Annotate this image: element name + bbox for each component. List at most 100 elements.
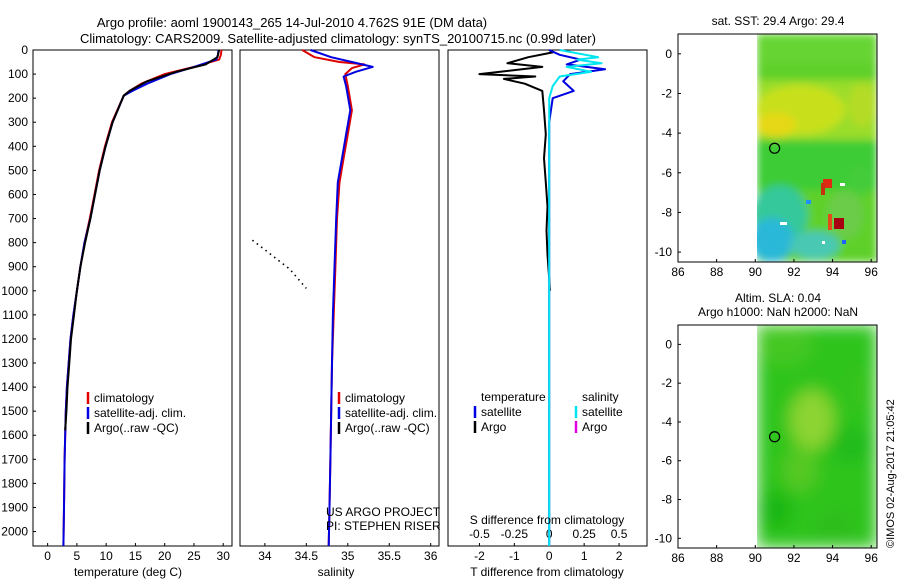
legend-argo: Argo(..raw -QC) bbox=[94, 421, 179, 435]
map-y-tick-label: -2 bbox=[661, 86, 672, 100]
legend-climatology: climatology bbox=[94, 391, 154, 405]
map-y-tick-label: -10 bbox=[655, 531, 673, 545]
legend-salinity-heading: salinity bbox=[582, 390, 619, 404]
project-annotation: US ARGO PROJECT bbox=[326, 505, 441, 519]
map-x-tick-label: 94 bbox=[826, 265, 840, 279]
depth-tick-label: 700 bbox=[8, 212, 28, 226]
sla-map-axes: 86 88 90 92 94 96 0 -2 -4 -6 -8 -10 bbox=[655, 337, 879, 565]
depth-tick-label: 1700 bbox=[1, 452, 28, 466]
legend-s-argo: Argo bbox=[582, 420, 608, 434]
x-tick-label: 36 bbox=[424, 549, 438, 563]
temperature-series bbox=[62, 49, 223, 547]
temperature-panel-frame bbox=[32, 49, 233, 547]
sla-map-float-marker bbox=[769, 431, 781, 443]
map-x-tick-label: 90 bbox=[749, 551, 763, 565]
depth-tick-label: 100 bbox=[8, 67, 28, 81]
difference-series bbox=[478, 49, 607, 546]
map-y-tick-label: -8 bbox=[661, 493, 672, 507]
legend-argo: Argo(..raw -QC) bbox=[345, 421, 430, 435]
sla-map-subtitle: Argo h1000: NaN h2000: NaN bbox=[698, 305, 858, 319]
x-tick-label: 5 bbox=[74, 549, 81, 563]
series-line-sat bbox=[310, 49, 374, 547]
sst-map-axes: 86 88 90 92 94 96 0 -2 -4 -6 -8 -10 bbox=[655, 47, 879, 279]
x-tick-label: 2 bbox=[616, 549, 623, 563]
x-tick-label: 10 bbox=[99, 549, 113, 563]
depth-tick-label: 0 bbox=[21, 43, 28, 57]
map-x-tick-label: 86 bbox=[671, 551, 685, 565]
x2-tick-label: -0.5 bbox=[469, 527, 490, 541]
temperature-xlabel: temperature (deg C) bbox=[74, 565, 182, 579]
x2-tick-label: -0.25 bbox=[501, 527, 529, 541]
salinity-x-axis: 34 34.5 35 35.5 36 bbox=[258, 543, 438, 563]
temperature-legend: climatology satellite-adj. clim. Argo(..… bbox=[86, 391, 186, 435]
sla-map-frame bbox=[677, 324, 878, 549]
depth-tick-label: 600 bbox=[8, 187, 28, 201]
depth-tick-label: 1500 bbox=[1, 404, 28, 418]
x2-tick-label: 0.25 bbox=[572, 527, 596, 541]
map-y-tick-label: -4 bbox=[661, 126, 672, 140]
map-y-tick-label: 0 bbox=[665, 337, 672, 351]
difference-legend: temperature satellite Argo salinity sate… bbox=[473, 390, 623, 434]
map-x-tick-label: 92 bbox=[787, 551, 801, 565]
depth-tick-label: 1000 bbox=[1, 284, 28, 298]
x-tick-label: 1 bbox=[581, 549, 588, 563]
sst-map-title: sat. SST: 29.4 Argo: 29.4 bbox=[712, 14, 845, 28]
salinity-panel-frame bbox=[239, 49, 440, 547]
x-tick-label: 20 bbox=[158, 549, 172, 563]
header-line-1: Argo profile: aoml 1900143_265 14-Jul-20… bbox=[97, 15, 487, 30]
map-y-tick-label: -4 bbox=[661, 415, 672, 429]
map-y-tick-label: -6 bbox=[661, 454, 672, 468]
x-tick-label: 0 bbox=[546, 549, 553, 563]
x-tick-label: 34.5 bbox=[295, 549, 319, 563]
legend-satellite: satellite-adj. clim. bbox=[94, 406, 186, 420]
map-x-tick-label: 96 bbox=[865, 551, 879, 565]
difference-panel-frame bbox=[447, 49, 648, 547]
legend-t-argo: Argo bbox=[481, 420, 507, 434]
t-difference-xlabel: T difference from climatology bbox=[470, 565, 624, 579]
depth-tick-label: 1100 bbox=[2, 308, 28, 322]
x-tick-label: 35.5 bbox=[378, 549, 402, 563]
legend-temperature-heading: temperature bbox=[481, 390, 546, 404]
sst-heatmap bbox=[757, 34, 877, 262]
map-y-tick-label: 0 bbox=[665, 47, 672, 61]
sla-heatmap bbox=[757, 325, 877, 548]
sla-map-title: Altim. SLA: 0.04 bbox=[735, 291, 821, 305]
x-tick-label: 30 bbox=[217, 549, 231, 563]
x-tick-label: 15 bbox=[129, 549, 143, 563]
legend-climatology: climatology bbox=[345, 391, 405, 405]
x-tick-label: -2 bbox=[474, 549, 485, 563]
series-line-argo bbox=[64, 49, 221, 431]
legend-t-satellite: satellite bbox=[481, 405, 522, 419]
series-line-sat_t bbox=[548, 49, 607, 546]
map-x-tick-label: 86 bbox=[671, 265, 685, 279]
series-line-argo_t bbox=[478, 49, 554, 291]
depth-tick-label: 800 bbox=[8, 236, 28, 250]
depth-tick-label: 200 bbox=[8, 91, 28, 105]
timestamp-stamp: ©IMOS 02-Aug-2017 21:05:42 bbox=[885, 399, 897, 548]
x-tick-label: 35 bbox=[341, 549, 355, 563]
depth-tick-label: 1200 bbox=[1, 332, 28, 346]
map-x-tick-label: 94 bbox=[826, 551, 840, 565]
pi-annotation: PI: STEPHEN RISER bbox=[326, 519, 441, 533]
depth-tick-label: 1800 bbox=[1, 476, 28, 490]
series-line-argo bbox=[251, 239, 307, 289]
map-y-tick-label: -10 bbox=[655, 245, 673, 259]
depth-tick-label: 1300 bbox=[1, 356, 28, 370]
map-x-tick-label: 88 bbox=[710, 551, 724, 565]
legend-s-satellite: satellite bbox=[582, 405, 623, 419]
depth-tick-label: 300 bbox=[8, 115, 28, 129]
map-x-tick-label: 92 bbox=[787, 265, 801, 279]
header-line-2: Climatology: CARS2009. Satellite-adjuste… bbox=[80, 31, 596, 46]
map-x-tick-label: 96 bbox=[865, 265, 879, 279]
series-line-clim bbox=[62, 49, 223, 547]
x-tick-label: -1 bbox=[509, 549, 520, 563]
salinity-legend: climatology satellite-adj. clim. Argo(..… bbox=[337, 391, 437, 435]
map-x-tick-label: 88 bbox=[710, 265, 724, 279]
depth-tick-label: 400 bbox=[8, 139, 28, 153]
salinity-series bbox=[251, 49, 374, 547]
depth-tick-label: 1600 bbox=[1, 428, 28, 442]
depth-tick-label: 500 bbox=[8, 163, 28, 177]
x-tick-label: 34 bbox=[258, 549, 272, 563]
series-line-sat bbox=[62, 49, 220, 547]
